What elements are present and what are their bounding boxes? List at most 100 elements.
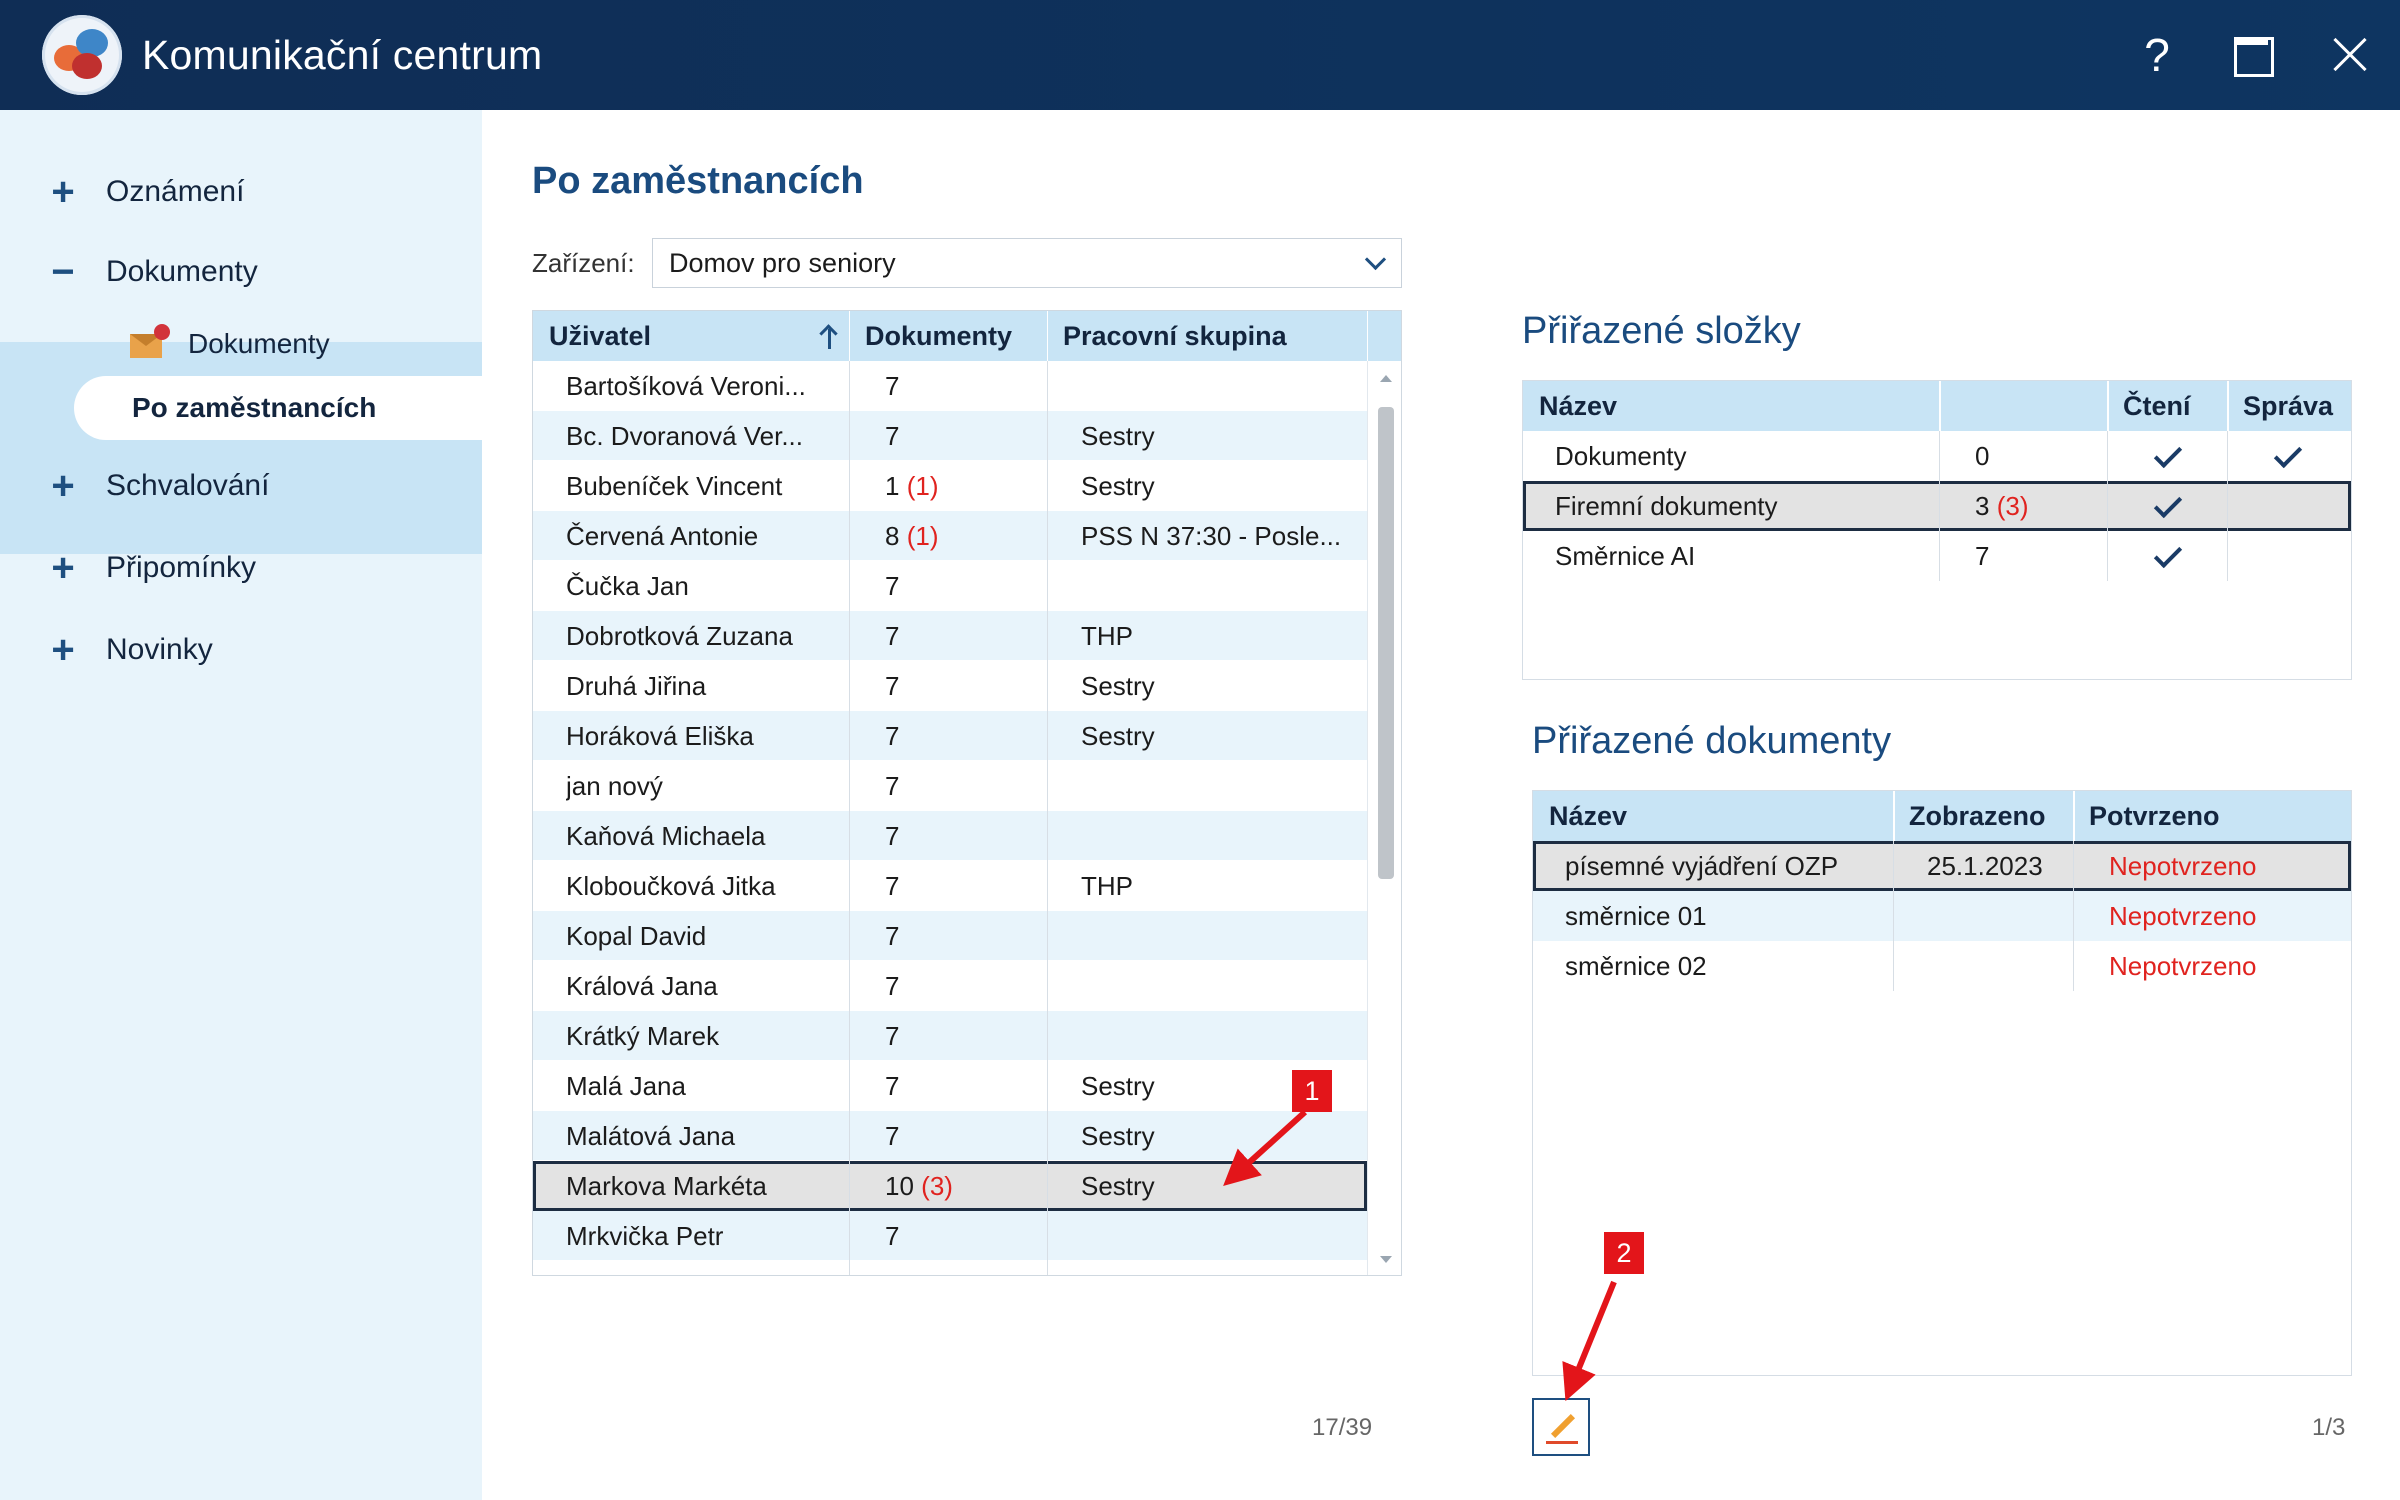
checkmark-icon: [2153, 493, 2183, 517]
sidebar-item-oznameni[interactable]: + Oznámení: [0, 152, 482, 232]
column-header-confirmed[interactable]: Potvrzeno: [2089, 801, 2220, 831]
table-row[interactable]: Dokumenty 0: [1523, 431, 2351, 481]
unconfirmed-count: (3): [1996, 491, 2029, 521]
table-row[interactable]: směrnice 02 Nepotvrzeno: [1533, 941, 2351, 991]
table-row[interactable]: Bartošíková Veroni... 7: [533, 361, 1367, 411]
folder-count: 3 (3): [1975, 491, 2029, 521]
table-row[interactable]: Firemní dokumenty 3 (3): [1523, 481, 2351, 531]
sidebar-item-dokumenty[interactable]: − Dokumenty: [0, 232, 482, 312]
edit-button[interactable]: [1532, 1398, 1590, 1456]
column-header-documents[interactable]: Dokumenty: [865, 321, 1013, 351]
workgroup: [1081, 811, 1361, 861]
checkmark-icon: [2153, 543, 2183, 567]
scrollbar-thumb[interactable]: [1378, 407, 1394, 879]
user-name: Čučka Jan: [566, 571, 689, 601]
expand-icon: +: [51, 464, 75, 508]
workgroup: [1081, 761, 1361, 811]
column-header-manage[interactable]: Správa: [2243, 391, 2334, 421]
help-button[interactable]: ?: [2144, 29, 2170, 81]
user-name: Dobrotková Zuzana: [566, 621, 793, 651]
table-row[interactable]: Dobrotková Zuzana 7 THP: [533, 611, 1367, 661]
workgroup: [1081, 561, 1361, 611]
folder-name: Dokumenty: [1555, 441, 1687, 471]
sidebar-item-pripominky[interactable]: + Připomínky: [0, 528, 482, 608]
unconfirmed-count: (1): [906, 471, 939, 501]
document-count: 1 (1): [885, 471, 939, 501]
workgroup: [1081, 361, 1361, 411]
document-count: 7: [885, 1071, 900, 1101]
user-name: Malátová Jana: [566, 1121, 736, 1151]
column-header-workgroup[interactable]: Pracovní skupina: [1063, 321, 1287, 351]
table-row[interactable]: Bubeníček Vincent 1 (1) Sestry: [533, 461, 1367, 511]
users-table-body: Bartošíková Veroni... 7 Bc. Dvoranová Ver…: [533, 361, 1367, 1275]
document-count: 7: [885, 421, 900, 451]
table-row[interactable]: směrnice 01 Nepotvrzeno: [1533, 891, 2351, 941]
document-count: 7: [885, 621, 900, 651]
sort-ascending-icon[interactable]: [819, 321, 839, 351]
document-count: 7: [885, 721, 900, 751]
sidebar: + Oznámení − Dokumenty Dokumenty Po zamě…: [0, 110, 482, 1500]
table-row[interactable]: Kloboučková Jitka 7 THP: [533, 861, 1367, 911]
folders-table-header: Název Čtení Správa: [1523, 381, 2351, 431]
user-name: Králová Jana: [566, 971, 718, 1001]
workgroup: Sestry: [1081, 671, 1155, 701]
folder-name: Směrnice AI: [1555, 541, 1696, 571]
document-name: směrnice 01: [1565, 901, 1707, 931]
table-row[interactable]: Nová Jana 7: [533, 1261, 1367, 1275]
workgroup: THP: [1081, 621, 1133, 651]
user-name: Malá Jana: [566, 1071, 686, 1101]
chevron-down-icon: [1363, 249, 1387, 273]
documents-title: Přiřazené dokumenty: [1532, 720, 1892, 762]
table-row[interactable]: Čučka Jan 7: [533, 561, 1367, 611]
shown-date: 25.1.2023: [1927, 851, 2043, 881]
document-count: 7: [885, 921, 900, 951]
column-header-name[interactable]: Název: [1539, 391, 1618, 421]
scroll-down-icon[interactable]: [1380, 1256, 1392, 1263]
table-row[interactable]: Červená Antonie 8 (1) PSS N 37:30 - Posle.…: [533, 511, 1367, 561]
workgroup: [1081, 1211, 1361, 1261]
close-button[interactable]: [2315, 20, 2385, 90]
table-row[interactable]: Mrkvička Petr 7: [533, 1211, 1367, 1261]
users-pager: 17/39: [1312, 1414, 1373, 1441]
unconfirmed-count: (1): [906, 521, 939, 551]
scroll-up-icon[interactable]: [1380, 375, 1392, 382]
table-row[interactable]: Markova Markéta 10 (3) Sestry: [533, 1161, 1367, 1211]
table-row[interactable]: Kopal David 7: [533, 911, 1367, 961]
facility-label: Zařízení:: [532, 248, 635, 278]
table-row[interactable]: Králová Jana 7: [533, 961, 1367, 1011]
workgroup: [1081, 1261, 1361, 1275]
user-name: Kaňová Michaela: [566, 821, 766, 851]
sidebar-subitem-dokumenty[interactable]: Dokumenty: [128, 304, 468, 384]
sidebar-item-schvalovani[interactable]: + Schvalování: [0, 446, 482, 526]
confirmation-status: Nepotvrzeno: [2109, 901, 2257, 931]
facility-select[interactable]: Domov pro seniory: [652, 238, 1402, 288]
table-row[interactable]: Směrnice AI 7: [1523, 531, 2351, 581]
document-name: směrnice 02: [1565, 951, 1707, 981]
sidebar-subitem-po-zamestnancich[interactable]: Po zaměstnancích: [74, 376, 482, 440]
table-row[interactable]: Krátký Marek 7: [533, 1011, 1367, 1061]
sidebar-item-novinky[interactable]: + Novinky: [0, 610, 482, 690]
sidebar-item-label: Novinky: [106, 633, 213, 666]
table-row[interactable]: Malá Jana 7 Sestry: [533, 1061, 1367, 1111]
maximize-button[interactable]: [2216, 20, 2286, 90]
unconfirmed-count: (3): [921, 1171, 953, 1201]
table-row[interactable]: jan nový 7: [533, 761, 1367, 811]
table-row[interactable]: Malátová Jana 7 Sestry: [533, 1111, 1367, 1161]
user-name: Nová Jana: [566, 1261, 816, 1275]
table-row[interactable]: Bc. Dvoranová Ver... 7 Sestry: [533, 411, 1367, 461]
user-name: Krátký Marek: [566, 1021, 720, 1051]
document-count: 7: [885, 771, 900, 801]
table-row[interactable]: Horáková Eliška 7 Sestry: [533, 711, 1367, 761]
collapse-icon: −: [51, 250, 75, 294]
title-bar: Komunikační centrum ?: [0, 0, 2400, 110]
column-header-user[interactable]: Uživatel: [549, 321, 652, 351]
column-header-name[interactable]: Název: [1549, 801, 1628, 831]
column-header-read[interactable]: Čtení: [2123, 391, 2191, 421]
user-name: Kloboučková Jitka: [566, 871, 776, 901]
users-scrollbar[interactable]: [1367, 361, 1401, 1275]
workgroup: [1081, 911, 1361, 961]
table-row[interactable]: Druhá Jiřina 7 Sestry: [533, 661, 1367, 711]
column-header-shown[interactable]: Zobrazeno: [1909, 801, 2046, 831]
table-row[interactable]: Kaňová Michaela 7: [533, 811, 1367, 861]
table-row[interactable]: písemné vyjádření OZP 25.1.2023 Nepotvrzen…: [1533, 841, 2351, 891]
